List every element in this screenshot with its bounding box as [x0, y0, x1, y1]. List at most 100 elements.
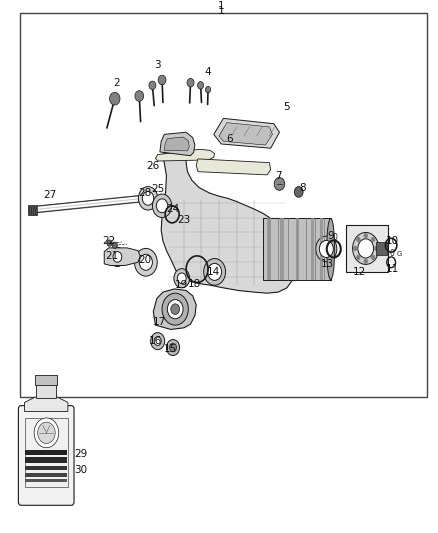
- Circle shape: [177, 273, 186, 284]
- Text: 2: 2: [113, 78, 120, 87]
- Text: 14: 14: [207, 267, 220, 277]
- Circle shape: [151, 333, 165, 350]
- Circle shape: [167, 300, 183, 319]
- Text: 5: 5: [283, 102, 290, 111]
- Bar: [25, 457, 67, 463]
- Text: 12: 12: [353, 267, 366, 277]
- Circle shape: [208, 263, 222, 280]
- Text: 6: 6: [226, 134, 233, 143]
- Bar: [346, 225, 388, 272]
- FancyBboxPatch shape: [18, 406, 74, 505]
- Circle shape: [371, 237, 375, 242]
- Text: 3: 3: [154, 60, 161, 70]
- Circle shape: [38, 422, 55, 443]
- Circle shape: [294, 187, 303, 197]
- Circle shape: [154, 337, 161, 345]
- Polygon shape: [155, 149, 215, 161]
- Circle shape: [274, 177, 285, 190]
- Circle shape: [356, 237, 360, 242]
- Text: 1: 1: [218, 6, 225, 17]
- Text: 29: 29: [74, 449, 88, 459]
- Circle shape: [316, 236, 337, 262]
- Circle shape: [112, 242, 117, 248]
- Circle shape: [138, 187, 158, 210]
- Text: 1: 1: [218, 2, 225, 12]
- Bar: [376, 242, 387, 255]
- Bar: [35, 375, 57, 385]
- Circle shape: [353, 232, 379, 264]
- Circle shape: [152, 194, 172, 217]
- Circle shape: [149, 81, 156, 90]
- Polygon shape: [160, 132, 195, 156]
- Circle shape: [174, 269, 190, 288]
- Text: 17: 17: [153, 318, 166, 327]
- Circle shape: [187, 78, 194, 87]
- Circle shape: [158, 75, 166, 85]
- Circle shape: [107, 240, 112, 246]
- Text: 25: 25: [151, 184, 164, 194]
- Circle shape: [113, 252, 122, 262]
- Text: 0: 0: [389, 249, 395, 259]
- Bar: [25, 450, 67, 455]
- Text: 4: 4: [205, 67, 212, 77]
- Text: 30: 30: [74, 465, 88, 475]
- Ellipse shape: [327, 219, 335, 280]
- Text: 10: 10: [385, 236, 399, 246]
- Polygon shape: [214, 118, 279, 148]
- Text: 11: 11: [385, 264, 399, 274]
- Circle shape: [171, 304, 180, 314]
- Circle shape: [139, 254, 152, 270]
- Polygon shape: [153, 289, 196, 329]
- Text: 23: 23: [177, 215, 191, 224]
- Circle shape: [170, 343, 177, 352]
- Bar: [25, 418, 68, 487]
- Bar: [320, 219, 323, 280]
- Circle shape: [110, 247, 125, 266]
- Text: 20: 20: [138, 255, 151, 265]
- Circle shape: [110, 92, 120, 105]
- Circle shape: [204, 259, 226, 285]
- Circle shape: [166, 340, 180, 356]
- Text: 0: 0: [332, 233, 338, 242]
- Text: 26: 26: [146, 161, 159, 171]
- Circle shape: [319, 240, 333, 257]
- Circle shape: [135, 91, 144, 101]
- Circle shape: [142, 191, 154, 205]
- Text: 7: 7: [275, 171, 282, 181]
- Bar: [25, 479, 67, 482]
- Text: 24: 24: [166, 204, 180, 214]
- Circle shape: [374, 246, 378, 251]
- Text: 21: 21: [105, 251, 118, 261]
- Circle shape: [34, 418, 59, 448]
- Bar: [280, 219, 284, 280]
- Circle shape: [364, 259, 368, 264]
- Polygon shape: [161, 150, 294, 293]
- Circle shape: [134, 248, 157, 276]
- Text: G: G: [396, 251, 402, 257]
- Text: 28: 28: [138, 188, 151, 198]
- Polygon shape: [25, 397, 68, 411]
- Text: 18: 18: [188, 279, 201, 288]
- Bar: [311, 219, 314, 280]
- Bar: [267, 219, 271, 280]
- Text: 22: 22: [102, 236, 115, 246]
- Circle shape: [364, 233, 368, 238]
- Text: 15: 15: [163, 344, 177, 354]
- Bar: [25, 473, 67, 477]
- Polygon shape: [196, 159, 271, 175]
- Text: 9: 9: [327, 231, 334, 240]
- Text: 16: 16: [149, 336, 162, 346]
- Bar: [263, 219, 331, 280]
- Circle shape: [356, 255, 360, 260]
- Circle shape: [358, 239, 374, 258]
- Circle shape: [198, 82, 204, 89]
- Text: 13: 13: [321, 259, 334, 269]
- Circle shape: [205, 86, 211, 93]
- Polygon shape: [219, 123, 272, 145]
- Text: 19: 19: [175, 280, 188, 290]
- Circle shape: [353, 246, 357, 251]
- Bar: [36, 383, 56, 398]
- Polygon shape: [164, 137, 189, 151]
- Bar: [20, 13, 427, 397]
- Text: 27: 27: [44, 190, 57, 199]
